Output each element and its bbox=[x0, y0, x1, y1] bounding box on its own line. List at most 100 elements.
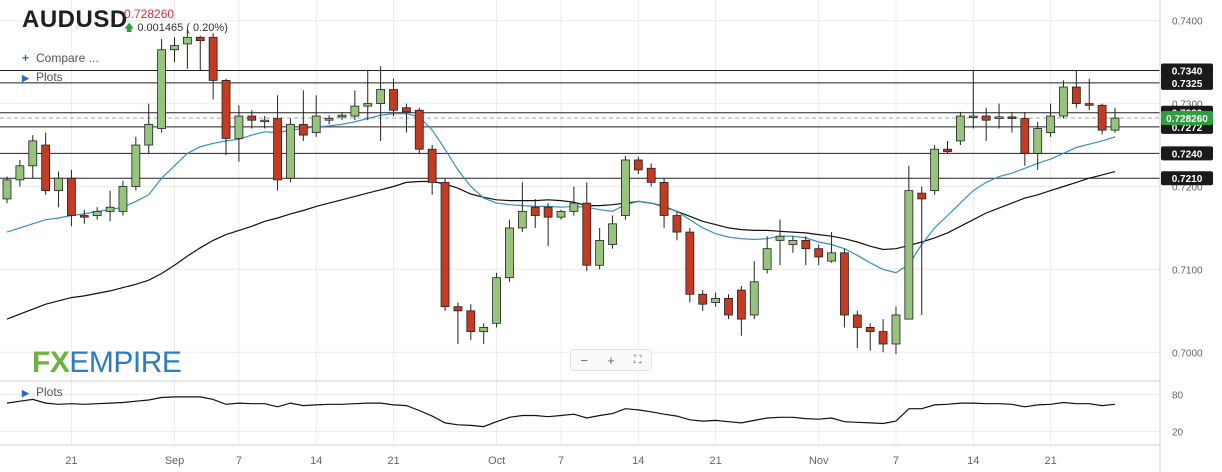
plus-icon: + bbox=[22, 51, 30, 65]
candle-body bbox=[427, 148, 437, 183]
candle bbox=[453, 302, 463, 344]
candle bbox=[1071, 70, 1081, 108]
plots-lower-label: Plots bbox=[36, 385, 63, 399]
candle-body bbox=[453, 306, 463, 312]
candle bbox=[324, 115, 334, 125]
candle bbox=[427, 145, 437, 195]
candle bbox=[711, 292, 720, 307]
candle-body bbox=[1084, 103, 1094, 106]
x-tick-label: Nov bbox=[809, 455, 829, 467]
candle bbox=[1046, 103, 1055, 137]
level-label: 0.7240 bbox=[1172, 149, 1203, 160]
candle-body bbox=[92, 210, 102, 216]
candle-body bbox=[41, 144, 51, 192]
plots-toggle-lower[interactable]: ▶ Plots bbox=[22, 385, 63, 399]
candle-body bbox=[633, 159, 643, 171]
candle bbox=[247, 110, 257, 129]
zoom-in-button[interactable]: + bbox=[607, 352, 615, 368]
candle-body bbox=[376, 89, 386, 105]
y-tick-label: 0.7100 bbox=[1172, 265, 1203, 276]
candle-body bbox=[930, 148, 940, 192]
candle-body bbox=[402, 107, 411, 113]
x-tick-label: Sep bbox=[165, 455, 185, 467]
y-tick-label: 0.7300 bbox=[1172, 100, 1203, 111]
osc-tick-label: 20 bbox=[1172, 428, 1184, 439]
candle bbox=[157, 38, 166, 133]
x-tick-label: 14 bbox=[310, 455, 322, 467]
candle bbox=[1110, 107, 1120, 133]
candle bbox=[582, 182, 592, 272]
play-icon: ▶ bbox=[22, 73, 29, 83]
candle bbox=[260, 116, 270, 129]
candle-body bbox=[917, 192, 927, 200]
candle-body bbox=[685, 231, 695, 295]
level-label-bg bbox=[1161, 171, 1213, 186]
candle-body bbox=[788, 239, 798, 245]
candle bbox=[298, 90, 308, 141]
current-price-label-bg bbox=[1161, 111, 1213, 126]
candle bbox=[273, 95, 282, 191]
candle bbox=[595, 227, 605, 270]
candle bbox=[41, 132, 51, 195]
candle-body bbox=[904, 190, 914, 320]
play-icon: ▶ bbox=[22, 388, 29, 398]
zoom-out-button[interactable]: − bbox=[580, 352, 589, 368]
fit-icon[interactable]: ⛶ bbox=[633, 353, 642, 366]
candle bbox=[621, 155, 630, 220]
candle-body bbox=[466, 310, 476, 332]
candle bbox=[762, 236, 772, 274]
x-tick-label: 14 bbox=[632, 455, 644, 467]
candle bbox=[105, 190, 115, 222]
candle bbox=[569, 186, 579, 216]
plots-label: Plots bbox=[36, 70, 63, 84]
oscillator-line bbox=[6, 396, 1116, 428]
plots-toggle[interactable]: ▶ Plots bbox=[22, 70, 63, 84]
candle bbox=[930, 145, 940, 195]
candle-body bbox=[1020, 118, 1030, 154]
candle bbox=[92, 207, 102, 220]
candle bbox=[376, 66, 386, 141]
symbol-name: AUDUSD bbox=[22, 6, 128, 33]
candle-body bbox=[840, 252, 849, 316]
candle-body bbox=[492, 277, 501, 324]
ma-fast-line bbox=[6, 112, 1116, 274]
candle bbox=[904, 165, 914, 320]
candle-body bbox=[530, 206, 540, 216]
candle bbox=[827, 232, 836, 263]
candle-body bbox=[350, 105, 360, 117]
last-price: 0.728260 bbox=[124, 7, 175, 21]
candle-body bbox=[968, 115, 978, 118]
candle-body bbox=[234, 115, 244, 139]
candle-body bbox=[105, 206, 115, 212]
candles bbox=[2, 29, 1120, 354]
candle bbox=[195, 35, 205, 71]
x-tick-label: 21 bbox=[1044, 455, 1056, 467]
x-tick-label: 21 bbox=[65, 455, 77, 467]
candle bbox=[286, 118, 295, 183]
compare-label: Compare ... bbox=[36, 51, 99, 65]
candle bbox=[852, 310, 862, 349]
candle-body bbox=[221, 80, 231, 139]
candle bbox=[775, 219, 785, 266]
candle-body bbox=[247, 115, 257, 121]
candle bbox=[492, 272, 501, 328]
compare-button[interactable]: + Compare ... bbox=[22, 51, 99, 65]
candle-body bbox=[1046, 115, 1055, 134]
candle bbox=[54, 171, 63, 208]
candle-body bbox=[994, 116, 1004, 119]
candle-body bbox=[260, 119, 270, 123]
candle bbox=[672, 211, 682, 241]
candle-body bbox=[144, 123, 154, 146]
candle-body bbox=[440, 181, 450, 308]
candle-body bbox=[569, 202, 579, 212]
candle bbox=[685, 227, 695, 303]
candle bbox=[698, 290, 708, 311]
candle bbox=[994, 103, 1004, 129]
candle-body bbox=[311, 115, 321, 134]
candle bbox=[311, 95, 321, 137]
y-tick-label: 0.7400 bbox=[1172, 17, 1203, 28]
candle-body bbox=[298, 123, 308, 136]
candle bbox=[1007, 111, 1017, 133]
candle bbox=[221, 78, 231, 156]
